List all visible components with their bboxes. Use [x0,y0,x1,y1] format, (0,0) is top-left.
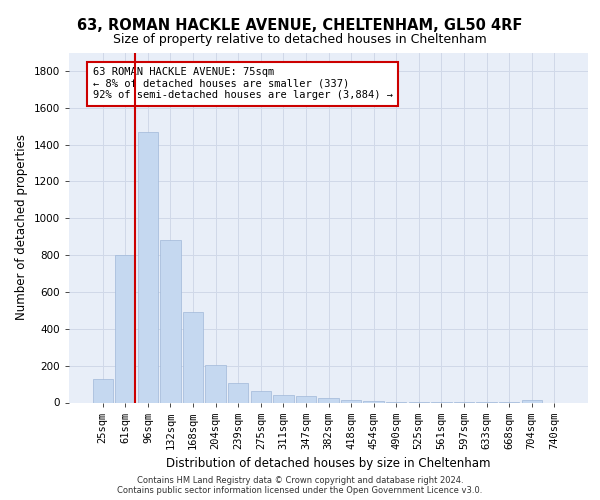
Bar [319,398,338,402]
Text: Size of property relative to detached houses in Cheltenham: Size of property relative to detached ho… [113,32,487,46]
Bar [92,380,113,402]
Text: 63, ROMAN HACKLE AVENUE, CHELTENHAM, GL50 4RF: 63, ROMAN HACKLE AVENUE, CHELTENHAM, GL5… [77,18,523,32]
Bar [228,383,248,402]
Bar [521,400,542,402]
Bar [341,400,361,402]
Bar [296,396,316,402]
Bar [364,401,384,402]
Text: Contains public sector information licensed under the Open Government Licence v3: Contains public sector information licen… [118,486,482,495]
Bar [138,132,158,402]
Y-axis label: Number of detached properties: Number of detached properties [15,134,28,320]
Bar [251,390,271,402]
Text: Contains HM Land Registry data © Crown copyright and database right 2024.: Contains HM Land Registry data © Crown c… [137,476,463,485]
Bar [183,312,203,402]
Bar [205,364,226,403]
Bar [160,240,181,402]
Text: 63 ROMAN HACKLE AVENUE: 75sqm
← 8% of detached houses are smaller (337)
92% of s: 63 ROMAN HACKLE AVENUE: 75sqm ← 8% of de… [92,67,392,100]
X-axis label: Distribution of detached houses by size in Cheltenham: Distribution of detached houses by size … [166,458,491,470]
Bar [115,255,136,402]
Bar [273,395,293,402]
